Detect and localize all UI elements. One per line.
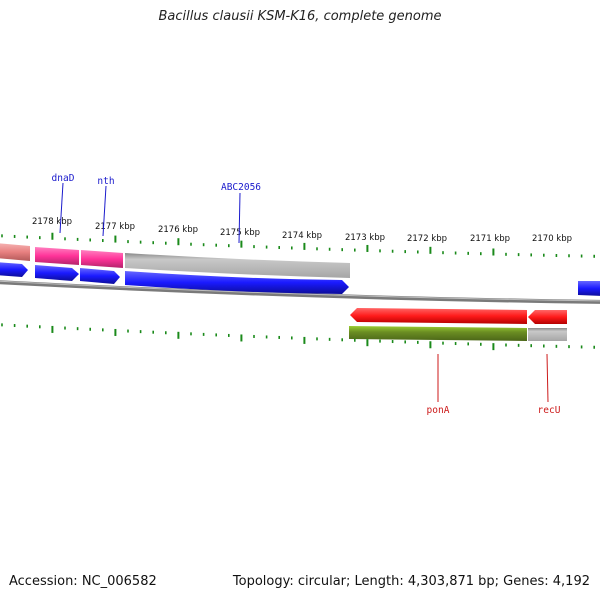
leader-nth — [102, 185, 107, 237]
tick-label: 2176 kbp — [158, 225, 198, 235]
genome-backbone — [0, 280, 600, 304]
gene-label-dnaD[interactable]: dnaD — [52, 173, 75, 184]
leader-dnaD — [59, 182, 64, 234]
accession-text: Accession: NC_006582 — [9, 574, 157, 589]
feature-gray-forward — [125, 253, 350, 278]
leader-ABC2056 — [238, 192, 241, 244]
scale-ticks-forward — [1, 232, 596, 258]
feature-gray-reverse — [528, 328, 567, 341]
topology-text: Topology: circular; Length: 4,303,871 bp… — [232, 574, 590, 589]
cds-forward-ABC2056 — [125, 271, 349, 294]
cds-forward-right — [578, 281, 600, 296]
gene-label-ponA[interactable]: ponA — [427, 405, 450, 416]
feature-pink-1 — [35, 247, 79, 265]
gene-label-ABC2056[interactable]: ABC2056 — [221, 182, 261, 193]
tick-label: 2173 kbp — [345, 233, 385, 243]
feature-salmon — [0, 243, 30, 261]
scale-tick-labels: 2178 kbp 2177 kbp 2176 kbp 2175 kbp 2174 kbp… — [32, 217, 572, 244]
cds-reverse-recU — [528, 310, 567, 324]
tick-label: 2171 kbp — [470, 234, 510, 244]
cds-forward-nth — [80, 268, 120, 284]
cds-reverse-ponA — [350, 308, 527, 324]
tick-label: 2174 kbp — [282, 231, 322, 241]
feature-olive-reverse — [349, 326, 527, 341]
gene-label-recU[interactable]: recU — [538, 405, 561, 416]
tick-label: 2170 kbp — [532, 234, 572, 244]
scale-ticks-reverse — [1, 323, 596, 351]
map-title: Bacillus clausii KSM-K16, complete genom… — [158, 9, 442, 24]
tick-label: 2172 kbp — [407, 234, 447, 244]
tick-label: 2177 kbp — [95, 222, 135, 232]
cds-forward-dnaD — [35, 265, 79, 281]
genome-backbone-highlight — [0, 280, 600, 302]
leader-recU — [546, 353, 549, 403]
feature-pink-2 — [81, 250, 123, 268]
tick-label: 2178 kbp — [32, 217, 72, 227]
cds-forward-1 — [0, 262, 28, 277]
gene-label-nth[interactable]: nth — [97, 176, 114, 187]
tick-label: 2175 kbp — [220, 228, 260, 238]
